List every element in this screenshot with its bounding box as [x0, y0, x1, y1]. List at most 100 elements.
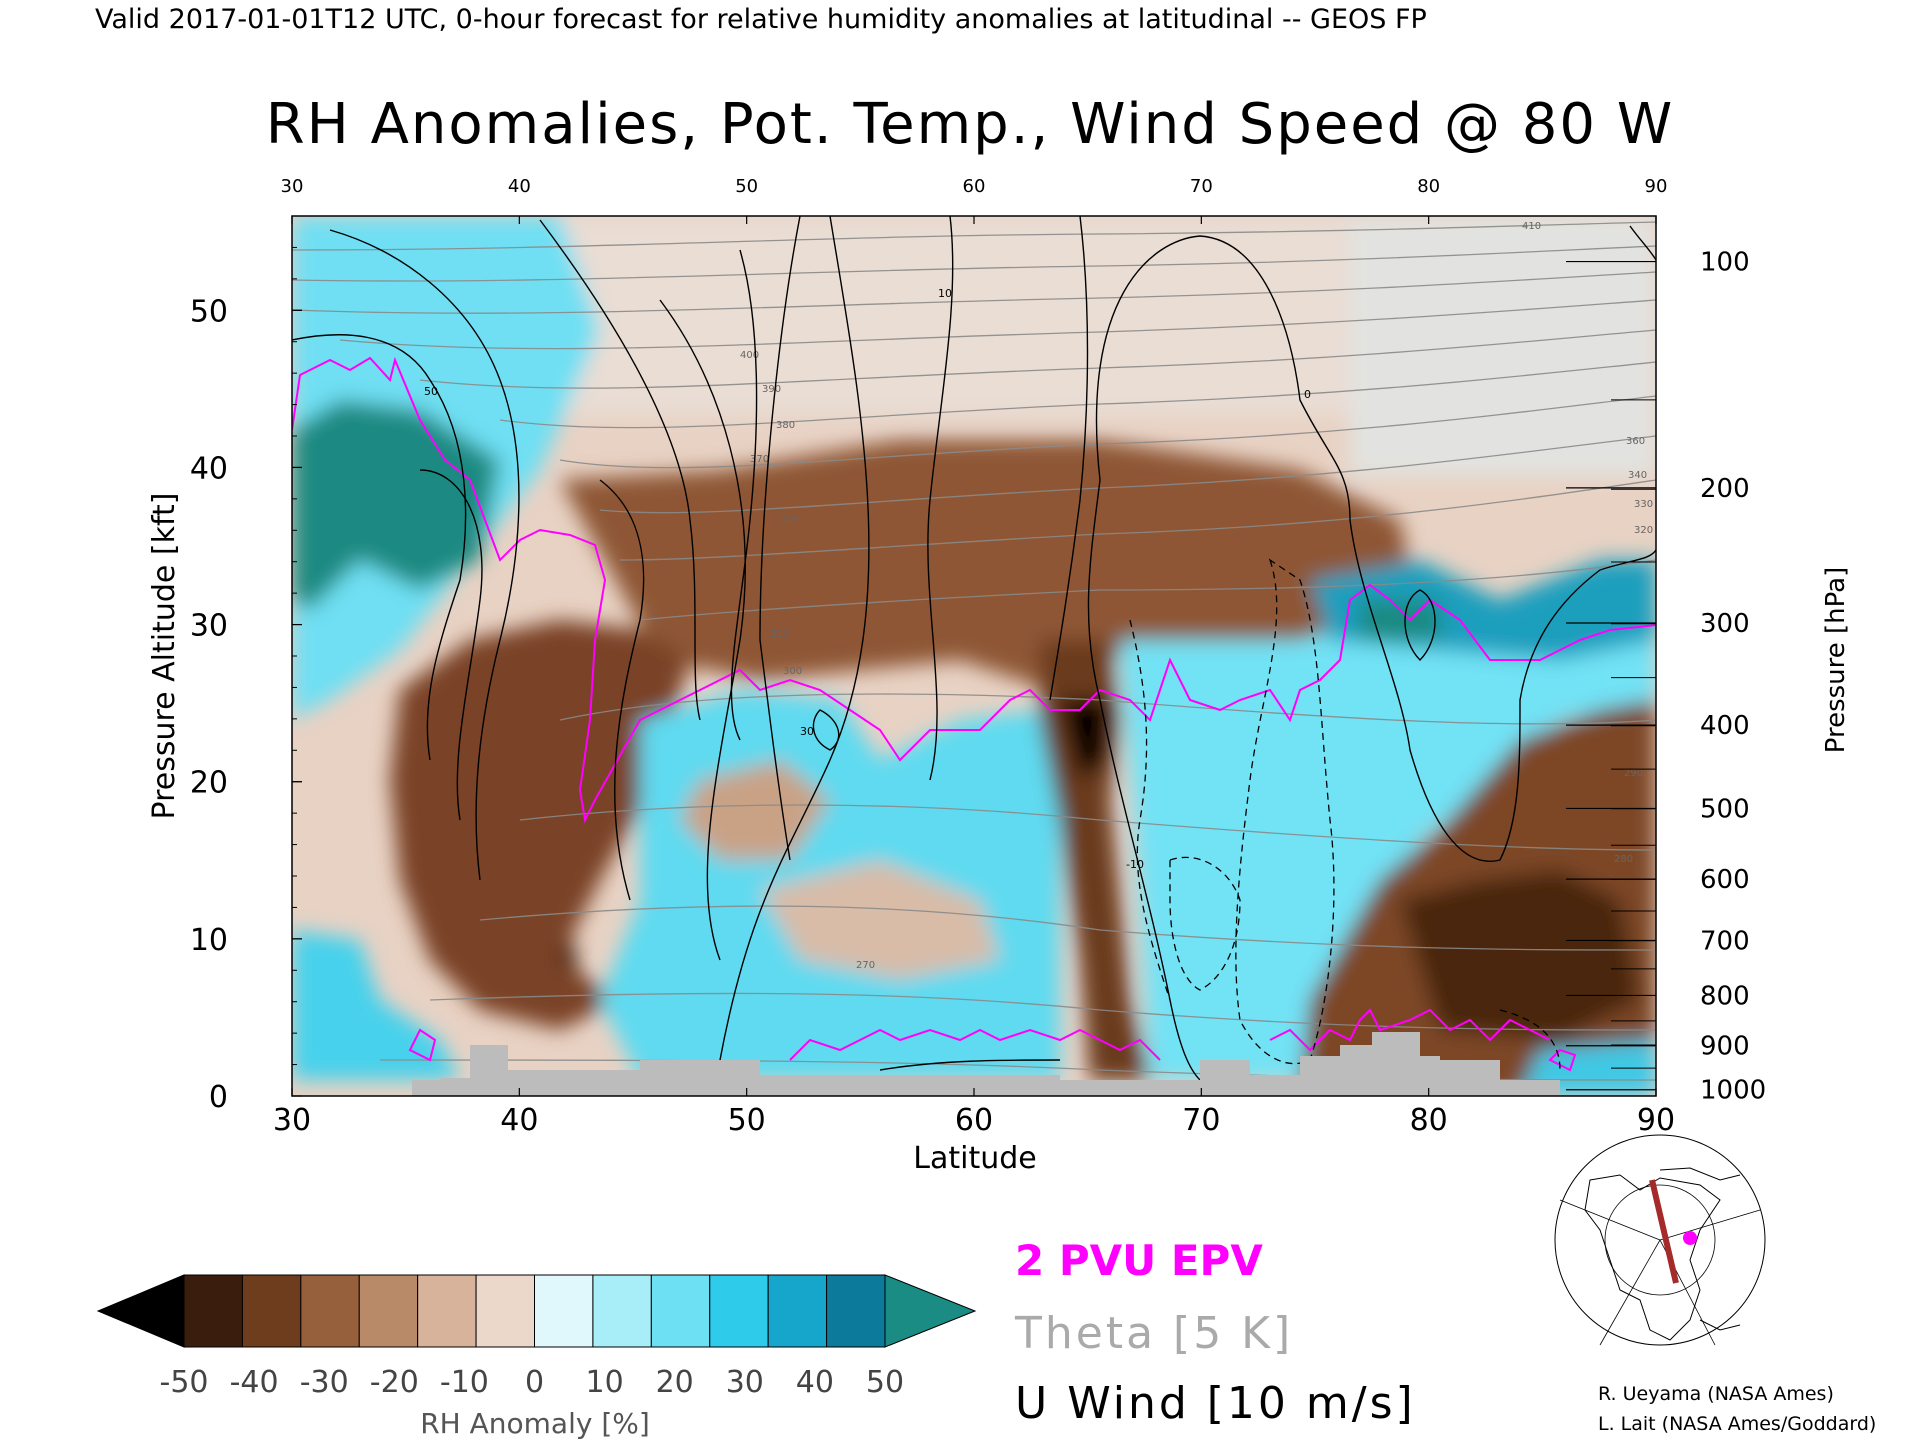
theta-label: 290: [1624, 768, 1643, 779]
epv-2pvu-contours: [292, 356, 1656, 1072]
y-axis-left: 0 10 20 30 40 50: [190, 215, 302, 1115]
wind-label: 50: [424, 385, 438, 398]
theta-contour: [599, 435, 1656, 514]
u-wind-contour: [927, 216, 954, 781]
colorbar-segment: [534, 1274, 594, 1348]
pressure-tick-label: 300: [1700, 609, 1750, 639]
u-wind-contour: [812, 709, 840, 751]
credit-line-1: R. Ueyama (NASA Ames): [1598, 1383, 1834, 1405]
u-wind-contour: [1095, 235, 1656, 862]
pressure-tick-label: 500: [1700, 794, 1750, 824]
rh-region-brown-left: [390, 620, 690, 1030]
rh-region-bottomleft-cyan: [292, 930, 460, 1080]
rh-region-central-tan-2: [760, 860, 1000, 980]
colorbar-low-triangle: [96, 1274, 185, 1348]
theta-contour: [499, 361, 1656, 429]
theta-label: 380: [776, 420, 795, 431]
locator-map: [1554, 1134, 1766, 1365]
y-tick-label: 0: [209, 1080, 228, 1115]
theta-label: 270: [856, 960, 875, 971]
pressure-tick-label: 600: [1700, 865, 1750, 895]
u-wind-contour: [879, 1059, 1061, 1071]
graticule-ring: [1604, 1184, 1716, 1296]
rh-region-lowerright-dark: [1400, 870, 1640, 1040]
theta-contour: [339, 299, 1656, 350]
u-wind-negative-contour: [1499, 1009, 1561, 1071]
theta-label: 310: [770, 629, 789, 640]
theta-contours: [292, 221, 1656, 1081]
u-wind-contour: [659, 299, 746, 961]
x-top-tick-label: 50: [735, 176, 758, 197]
x-top-tick-label: 90: [1645, 176, 1668, 197]
pressure-tick-label: 200: [1700, 474, 1750, 504]
y-axis-right: 100 200 300 400 500 600 700 800 900 1000: [1566, 248, 1766, 1106]
y-tick-label: 20: [190, 766, 228, 801]
u-wind-contour: [759, 216, 801, 861]
u-wind-contours: [292, 216, 1656, 1081]
locator-map-globe: [1554, 1134, 1766, 1346]
locator-map-coastlines: [1584, 1167, 1741, 1341]
x-tick-label: 90: [1637, 1103, 1675, 1138]
x-axis-top: 30 40 50 60 70 80 90: [281, 176, 1668, 224]
y2-axis-label: Pressure [hPa]: [1821, 567, 1851, 754]
x-axis-bottom: 30 40 50 60 70 80 90: [273, 1088, 1675, 1138]
y-tick-label: 30: [190, 609, 228, 644]
y-axis-label: Pressure Altitude [kft]: [147, 493, 182, 820]
u-wind-contour: [419, 469, 483, 821]
colorbar-tick-label: 40: [796, 1365, 834, 1400]
colorbar-tick-label: -40: [230, 1365, 279, 1400]
x-top-tick-label: 70: [1190, 176, 1213, 197]
x-tick-label: 60: [955, 1103, 993, 1138]
colorbar-tick-label: 20: [656, 1365, 694, 1400]
coastline: [1699, 1319, 1741, 1331]
wind-label: 0: [1304, 388, 1311, 401]
u-wind-contour: [1404, 589, 1436, 661]
theta-label: 400: [740, 350, 759, 361]
colorbar-segment: [475, 1274, 536, 1348]
colorbar-segment: [358, 1274, 419, 1348]
graticule-meridian: [1659, 1209, 1761, 1241]
rh-region-brown-band: [560, 440, 1420, 690]
theta-label: 360: [1626, 436, 1645, 447]
pressure-tick-label: 1000: [1700, 1076, 1766, 1106]
u-wind-contour: [292, 334, 467, 761]
graticule-meridian: [1559, 1199, 1661, 1241]
legend-u-wind: U Wind [10 m/s]: [1015, 1378, 1416, 1429]
colorbar-tick-label: -20: [370, 1365, 419, 1400]
theta-label: 390: [762, 384, 781, 395]
epv-contour-low-right: [1269, 1008, 1551, 1052]
locator-map-frame: [1558, 1165, 1763, 1365]
colorbar-high-triangle: [884, 1274, 977, 1348]
theta-label: 370: [750, 454, 769, 465]
x-top-tick-label: 40: [508, 176, 531, 197]
locator-map-graticule: [1559, 1184, 1761, 1346]
colorbar-segment: [767, 1274, 828, 1348]
y-tick-label: 10: [190, 923, 228, 958]
colorbar-segment: [826, 1274, 886, 1348]
rh-region-central-tan: [680, 760, 830, 860]
theta-contour: [639, 559, 1656, 621]
epv-contour-low: [789, 1028, 1161, 1061]
cross-section-line: [1649, 1179, 1679, 1284]
theta-label: 350: [780, 514, 799, 525]
x-tick-label: 40: [500, 1103, 538, 1138]
theta-label: 300: [783, 666, 802, 677]
colorbar-tick-label: 50: [866, 1365, 904, 1400]
wind-label: 10: [938, 287, 952, 300]
epv-contour-small: [1548, 1048, 1577, 1072]
credit-line-2: L. Lait (NASA Ames/Goddard): [1598, 1413, 1876, 1435]
colorbar-tick-label: -50: [160, 1365, 209, 1400]
theta-label: 280: [1614, 854, 1633, 865]
colorbar-tick-label: -30: [300, 1365, 349, 1400]
rh-region-brown-plume: [1040, 640, 1150, 1080]
colorbar-tick-label: -10: [440, 1365, 489, 1400]
x-axis-label: Latitude: [913, 1141, 1036, 1176]
chart-title: RH Anomalies, Pot. Temp., Wind Speed @ 8…: [266, 92, 1674, 157]
x-top-tick-label: 80: [1417, 176, 1440, 197]
rh-region-upper-right-grey: [1350, 216, 1656, 476]
x-tick-label: 50: [728, 1103, 766, 1138]
theta-labels: 410 400 390 380 370 360 350 340 330 320 …: [740, 221, 1653, 971]
colorbar-segment: [650, 1274, 711, 1348]
locator-marker: [1683, 1231, 1697, 1245]
colorbar-segment: [592, 1274, 652, 1348]
